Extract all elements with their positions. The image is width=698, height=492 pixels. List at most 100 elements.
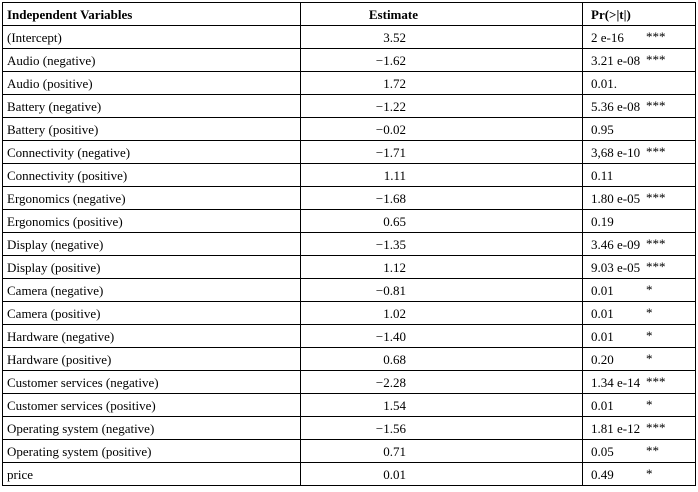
- table-row: Operating system (positive) 0.71 0.05 **: [2, 439, 696, 463]
- significance-stars: *: [646, 397, 653, 412]
- variable-cell: Ergonomics (negative): [2, 186, 301, 210]
- variable-cell: price: [2, 462, 301, 486]
- p-value-text: 0.11: [591, 167, 614, 183]
- p-value-cell: 2 e-16 ***: [582, 25, 696, 49]
- variable-cell: (Intercept): [2, 25, 301, 49]
- p-value-text: 0.01: [591, 328, 614, 344]
- table-row: Battery (negative) −1.22 5.36 e-08 ***: [2, 94, 696, 118]
- p-value-cell: 1.34 e-14 ***: [582, 370, 696, 394]
- table-row: Customer services (positive) 1.54 0.01 *: [2, 393, 696, 417]
- table-row: Customer services (negative) −2.28 1.34 e-…: [2, 370, 696, 394]
- table-row: Connectivity (negative) −1.71 3,68 e-10 ***: [2, 140, 696, 164]
- p-value-text: 1.81 e-12: [591, 420, 641, 436]
- estimate-cell: 3.52: [300, 25, 583, 49]
- estimate-cell: 0.65: [300, 209, 583, 233]
- variable-cell: Hardware (positive): [2, 347, 301, 371]
- p-value-text: 9.03 e-05: [591, 259, 641, 275]
- table-body: (Intercept) 3.52 2 e-16 *** Audio (negative)…: [2, 25, 696, 486]
- significance-stars: *: [646, 328, 653, 343]
- table-row: Battery (positive) −0.02 0.95: [2, 117, 696, 141]
- p-value-text: 5.36 e-08: [591, 98, 641, 114]
- p-value-cell: 3.21 e-08 ***: [582, 48, 696, 72]
- significance-stars: ***: [646, 98, 666, 113]
- regression-table: Independent Variables Estimate Pr(>|t|) …: [2, 2, 696, 486]
- estimate-cell: −1.22: [300, 94, 583, 118]
- significance-stars: *: [646, 351, 653, 366]
- estimate-cell: −1.71: [300, 140, 583, 164]
- table-row: Hardware (positive) 0.68 0.20 *: [2, 347, 696, 371]
- variable-cell: Customer services (negative): [2, 370, 301, 394]
- variable-cell: Ergonomics (positive): [2, 209, 301, 233]
- p-value-text: 0.20: [591, 351, 614, 367]
- variable-cell: Camera (positive): [2, 301, 301, 325]
- estimate-cell: 0.68: [300, 347, 583, 371]
- variable-cell: Audio (negative): [2, 48, 301, 72]
- estimate-cell: −0.81: [300, 278, 583, 302]
- table-row: Camera (positive) 1.02 0.01 *: [2, 301, 696, 325]
- table-row: Display (positive) 1.12 9.03 e-05 ***: [2, 255, 696, 279]
- significance-stars: *: [646, 305, 653, 320]
- p-value-cell: 0.19: [582, 209, 696, 233]
- p-value-cell: 0.01 *: [582, 301, 696, 325]
- variable-cell: Connectivity (positive): [2, 163, 301, 187]
- p-value-cell: 0.11: [582, 163, 696, 187]
- p-value-cell: 3,68 e-10 ***: [582, 140, 696, 164]
- p-value-cell: 0.05 **: [582, 439, 696, 463]
- significance-stars: *: [646, 282, 653, 297]
- variable-cell: Operating system (negative): [2, 416, 301, 440]
- variable-cell: Operating system (positive): [2, 439, 301, 463]
- estimate-cell: 1.02: [300, 301, 583, 325]
- header-independent-variables: Independent Variables: [2, 2, 301, 26]
- significance-stars: ***: [646, 236, 666, 251]
- significance-stars: ***: [646, 144, 666, 159]
- table-row: Display (negative) −1.35 3.46 e-09 ***: [2, 232, 696, 256]
- estimate-cell: −1.40: [300, 324, 583, 348]
- p-value-cell: 9.03 e-05 ***: [582, 255, 696, 279]
- p-value-text: 0.05: [591, 443, 614, 459]
- p-value-cell: 0.01 *: [582, 393, 696, 417]
- table-row: Audio (positive) 1.72 0.01.: [2, 71, 696, 95]
- variable-cell: Display (negative): [2, 232, 301, 256]
- variable-cell: Audio (positive): [2, 71, 301, 95]
- p-value-text: 0.01: [591, 397, 614, 413]
- variable-cell: Battery (positive): [2, 117, 301, 141]
- p-value-cell: 1.80 e-05 ***: [582, 186, 696, 210]
- table-row: Camera (negative) −0.81 0.01 *: [2, 278, 696, 302]
- significance-stars: ***: [646, 29, 666, 44]
- table-row: Operating system (negative) −1.56 1.81 e-1…: [2, 416, 696, 440]
- p-value-text: 0.01.: [591, 75, 617, 91]
- p-value-text: 1.34 e-14: [591, 374, 641, 390]
- p-value-text: 2 e-16: [591, 29, 624, 45]
- estimate-cell: 1.12: [300, 255, 583, 279]
- estimate-cell: −2.28: [300, 370, 583, 394]
- table-row: Ergonomics (positive) 0.65 0.19: [2, 209, 696, 233]
- variable-cell: Customer services (positive): [2, 393, 301, 417]
- table-row: Hardware (negative) −1.40 0.01 *: [2, 324, 696, 348]
- table-row: price 0.01 0.49 *: [2, 462, 696, 486]
- estimate-cell: −1.56: [300, 416, 583, 440]
- estimate-cell: −1.68: [300, 186, 583, 210]
- p-value-cell: 0.49 *: [582, 462, 696, 486]
- p-value-text: 0.01: [591, 282, 614, 298]
- estimate-cell: −1.62: [300, 48, 583, 72]
- p-value-cell: 0.95: [582, 117, 696, 141]
- significance-stars: *: [646, 466, 653, 481]
- significance-stars: ***: [646, 374, 666, 389]
- significance-stars: ***: [646, 190, 666, 205]
- significance-stars: ***: [646, 259, 666, 274]
- p-value-text: 0.95: [591, 121, 614, 137]
- p-value-cell: 1.81 e-12 ***: [582, 416, 696, 440]
- header-p-value: Pr(>|t|): [582, 2, 696, 26]
- regression-table-container: Independent Variables Estimate Pr(>|t|) …: [2, 2, 696, 486]
- variable-cell: Display (positive): [2, 255, 301, 279]
- variable-cell: Camera (negative): [2, 278, 301, 302]
- estimate-cell: −1.35: [300, 232, 583, 256]
- header-estimate: Estimate: [300, 2, 583, 26]
- p-value-cell: 5.36 e-08 ***: [582, 94, 696, 118]
- p-value-text: 0.01: [591, 305, 614, 321]
- table-row: Ergonomics (negative) −1.68 1.80 e-05 ***: [2, 186, 696, 210]
- estimate-cell: 1.11: [300, 163, 583, 187]
- p-value-text: 3.46 e-09: [591, 236, 641, 252]
- p-value-cell: 0.01 *: [582, 278, 696, 302]
- p-value-text: 1.80 e-05: [591, 190, 641, 206]
